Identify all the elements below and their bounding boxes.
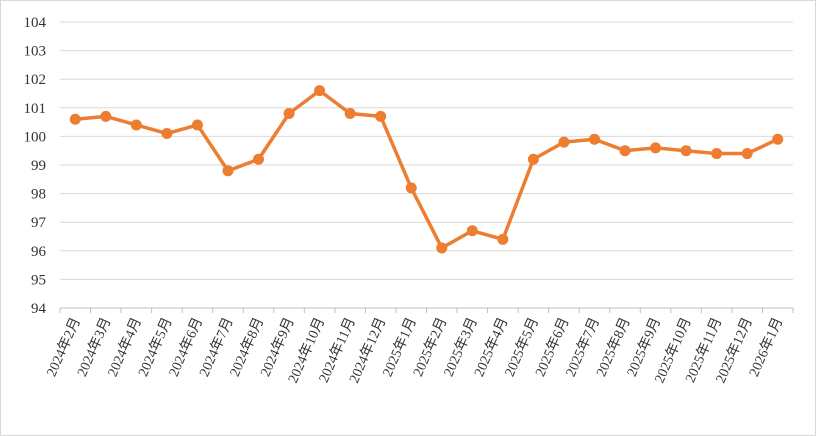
y-tick-label-99: 99 <box>31 158 46 174</box>
y-tick-label-100: 100 <box>24 129 47 145</box>
data-point <box>375 110 387 122</box>
data-point <box>497 233 509 245</box>
data-point <box>191 119 203 131</box>
data-point <box>527 153 539 165</box>
data-point <box>405 182 417 194</box>
data-point <box>344 108 356 120</box>
data-point <box>314 85 326 97</box>
y-tick-label-104: 104 <box>24 15 47 31</box>
data-point <box>741 148 753 160</box>
series-polyline <box>73 88 780 250</box>
data-point <box>161 128 173 140</box>
x-axis-tick-labels: 2024年2月2024年3月2024年4月2024年5月2024年6月2024年… <box>44 315 787 385</box>
y-tick-label-95: 95 <box>31 272 46 288</box>
y-tick-label-102: 102 <box>24 72 47 88</box>
series-line <box>73 88 780 250</box>
data-point <box>222 165 234 177</box>
data-point <box>283 108 295 120</box>
y-tick-label-103: 103 <box>24 44 47 60</box>
data-point <box>100 110 112 122</box>
x-axis <box>59 307 794 313</box>
gridlines <box>60 21 793 280</box>
data-point <box>69 113 81 125</box>
data-point <box>711 148 723 160</box>
y-tick-label-101: 101 <box>24 101 47 117</box>
data-point <box>466 225 478 237</box>
data-point <box>130 119 142 131</box>
data-point <box>680 145 692 157</box>
data-point <box>650 142 662 154</box>
data-point <box>436 242 448 254</box>
data-point <box>253 153 265 165</box>
data-points <box>69 85 784 254</box>
y-axis-tick-labels: 94 95 96 97 98 99 100 101 102 103 104 <box>24 15 47 317</box>
y-tick-label-98: 98 <box>31 187 46 203</box>
data-point <box>772 133 784 145</box>
y-tick-label-96: 96 <box>31 244 47 260</box>
data-point <box>619 145 631 157</box>
data-point <box>558 136 570 148</box>
y-tick-label-94: 94 <box>31 301 47 317</box>
data-point <box>588 133 600 145</box>
y-tick-label-97: 97 <box>31 215 47 231</box>
